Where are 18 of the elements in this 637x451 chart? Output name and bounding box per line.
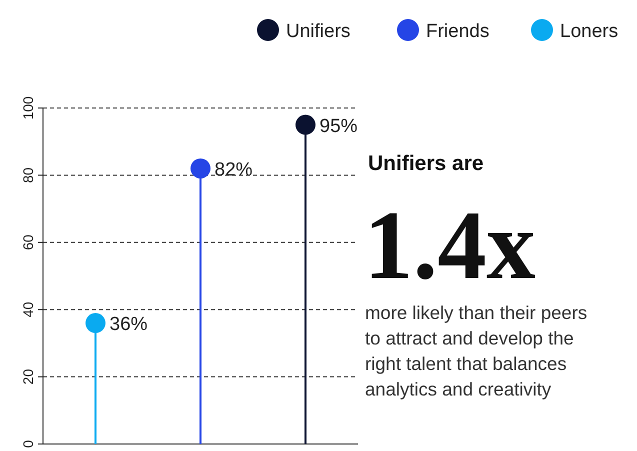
point [296, 114, 316, 135]
legend-label: Unifiers [286, 21, 350, 42]
y-tick-label: 40 [20, 302, 36, 318]
text: more likely than their peers to attract and develop the right talent that balances analytics and creativity [365, 302, 588, 400]
data-label: 82% [214, 159, 253, 180]
y-tick-label: 60 [20, 234, 36, 250]
y-tick-label: 20 [20, 368, 36, 385]
legend-label: Loners [560, 21, 618, 42]
y-tick-label: 100 [20, 96, 36, 120]
text: Unifiers are [368, 152, 484, 175]
data-label: 36% [110, 314, 148, 336]
legend-label: Friends [426, 21, 490, 42]
text: 1.4x [364, 192, 536, 300]
y-tick-label: 0 [20, 440, 36, 448]
data-label: 95% [320, 116, 358, 137]
point [190, 158, 210, 178]
y-tick-label: 80 [20, 167, 36, 183]
point [86, 313, 106, 334]
